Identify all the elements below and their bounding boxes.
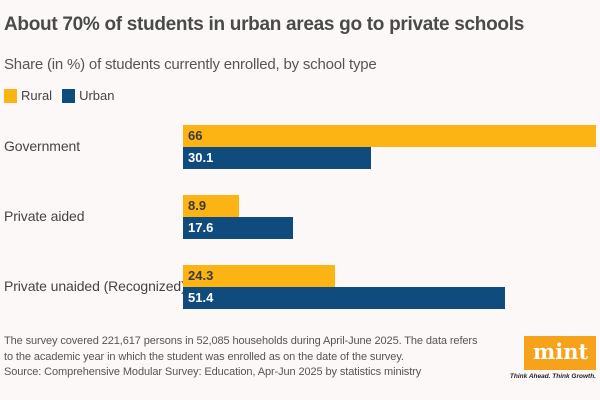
bar-urban: 17.6 [183,217,294,239]
category-label: Private aided [4,208,85,224]
bar-rural: 8.9 [183,195,239,217]
legend-swatch-urban [62,88,76,103]
data-label: 51.4 [188,290,214,305]
footnote-line-1: The survey covered 221,617 persons in 52… [4,335,478,347]
data-label: 24.3 [188,268,214,283]
legend-label-rural: Rural [21,88,53,103]
chart-subtitle: Share (in %) of students currently enrol… [4,56,377,73]
legend-label-urban: Urban [79,88,115,103]
category-label: Private unaided (Recognized) [4,278,186,294]
source-note: Source: Comprehensive Modular Survey: Ed… [4,366,422,378]
footnote: The survey covered 221,617 persons in 52… [4,333,477,365]
bar-urban: 30.1 [183,147,372,169]
chart-title: About 70% of students in urban areas go … [4,14,524,35]
data-label: 66 [188,128,203,143]
legend-swatch-rural [4,88,17,103]
logo-text: mint [533,339,589,364]
data-label: 30.1 [188,150,214,165]
bar-urban: 51.4 [183,287,505,309]
bar-rural: 66 [183,125,596,147]
data-label: 17.6 [188,220,214,235]
logo-tagline: Think Ahead. Think Growth. [509,373,596,380]
legend: Rural Urban [4,88,115,103]
bar-rural: 24.3 [183,265,336,287]
category-label: Government [4,138,81,154]
footnote-line-2: to the academic year in which the studen… [4,351,404,363]
data-label: 8.9 [188,198,207,213]
mint-logo: mint [524,336,596,370]
